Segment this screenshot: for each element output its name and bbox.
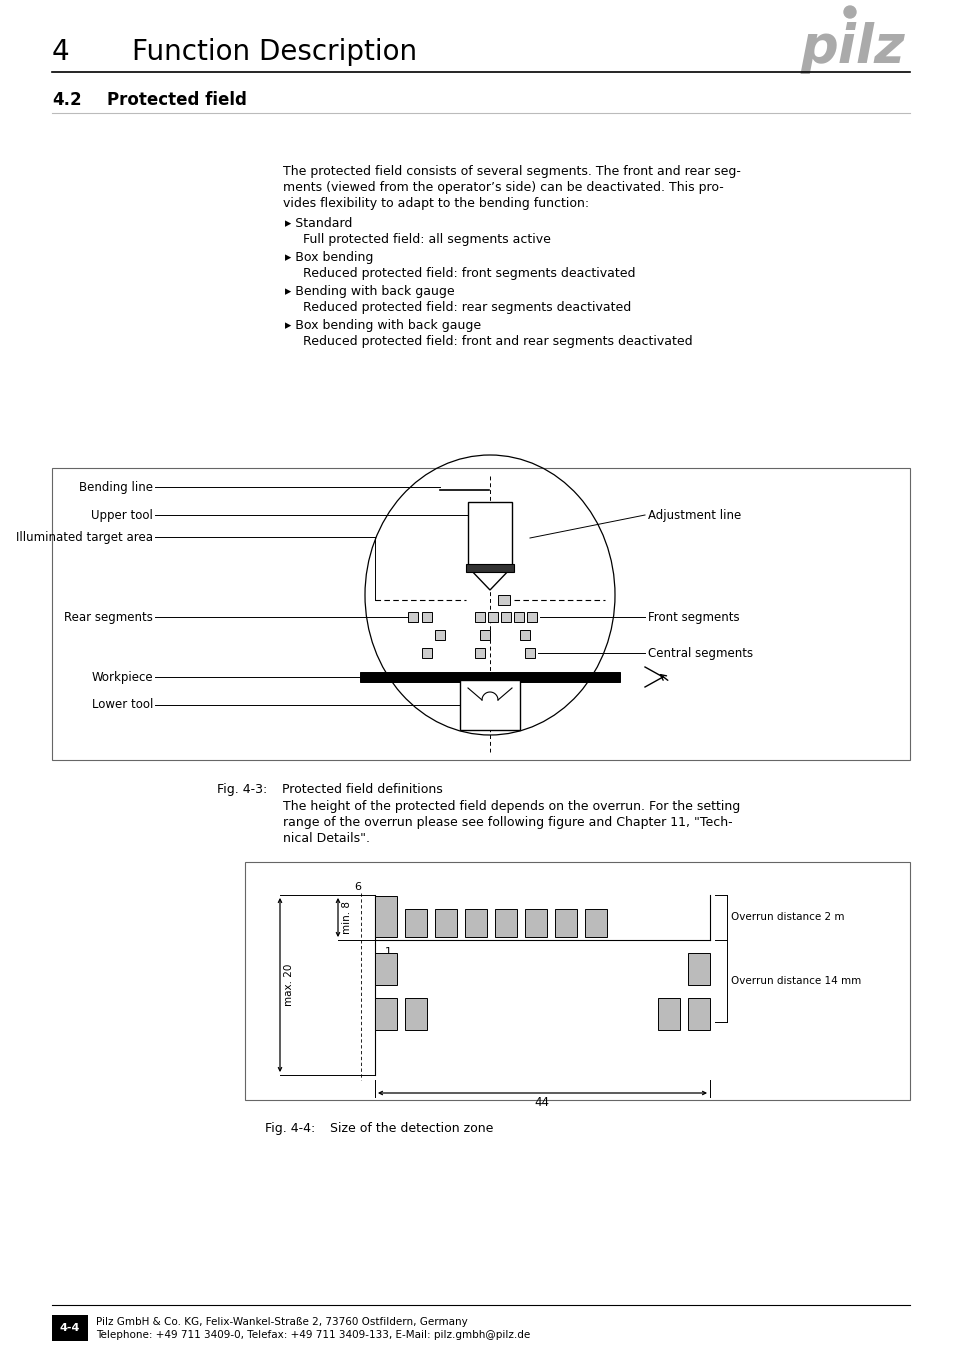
Bar [435, 909, 456, 937]
Bar [519, 630, 530, 640]
Text: Telephone: +49 711 3409-0, Telefax: +49 711 3409-133, E-Mail: pilz.gmbh@pilz.de: Telephone: +49 711 3409-0, Telefax: +49 … [96, 1330, 530, 1341]
Bar [375, 998, 396, 1030]
Bar [375, 896, 396, 937]
Text: Overrun distance 14 mm: Overrun distance 14 mm [730, 976, 861, 986]
Text: 44: 44 [534, 1096, 549, 1110]
Text: Full protected field: all segments active: Full protected field: all segments activ… [303, 234, 550, 246]
Bar [584, 909, 606, 937]
Text: Fig. 4-4:: Fig. 4-4: [265, 1122, 314, 1135]
Text: Fig. 4-3:: Fig. 4-3: [216, 783, 267, 796]
Text: pilz: pilz [800, 22, 904, 74]
Text: max. 20: max. 20 [284, 964, 294, 1006]
Text: Function Description: Function Description [132, 38, 416, 66]
Bar [468, 502, 512, 567]
Bar [459, 680, 519, 730]
Text: Size of the detection zone: Size of the detection zone [330, 1122, 493, 1135]
Text: Overrun distance 2 m: Overrun distance 2 m [730, 913, 843, 922]
Text: nical Details".: nical Details". [283, 832, 370, 845]
Text: 6: 6 [355, 882, 361, 892]
Text: Protected field: Protected field [107, 90, 247, 109]
Bar [245, 863, 909, 1100]
Text: ▸ Standard: ▸ Standard [285, 217, 352, 230]
Bar [524, 648, 535, 657]
Bar [405, 998, 427, 1030]
Text: Workpiece: Workpiece [91, 671, 152, 683]
Bar [526, 612, 537, 622]
Text: 4-4: 4-4 [60, 1323, 80, 1332]
Bar [514, 612, 523, 622]
Text: ▸ Box bending with back gauge: ▸ Box bending with back gauge [285, 319, 480, 332]
Bar [658, 998, 679, 1030]
Text: Protected field definitions: Protected field definitions [282, 783, 442, 796]
Text: 4: 4 [52, 38, 70, 66]
Bar [435, 630, 444, 640]
Bar [497, 595, 510, 605]
Bar [359, 672, 619, 682]
Text: Reduced protected field: front segments deactivated: Reduced protected field: front segments … [303, 267, 635, 279]
Text: 4.2: 4.2 [52, 90, 82, 109]
Bar [465, 564, 514, 572]
Bar [405, 909, 427, 937]
Text: Pilz GmbH & Co. KG, Felix-Wankel-Straße 2, 73760 Ostfildern, Germany: Pilz GmbH & Co. KG, Felix-Wankel-Straße … [96, 1318, 467, 1327]
Bar [475, 648, 484, 657]
Text: Adjustment line: Adjustment line [647, 509, 740, 521]
Text: 1: 1 [384, 946, 391, 957]
Bar [52, 1315, 88, 1341]
Text: range of the overrun please see following figure and Chapter 11, "Tech-: range of the overrun please see followin… [283, 815, 732, 829]
Circle shape [843, 5, 855, 18]
Bar [687, 998, 709, 1030]
Bar [687, 953, 709, 985]
Bar [408, 612, 417, 622]
Text: Lower tool: Lower tool [91, 698, 152, 711]
Text: vides flexibility to adapt to the bending function:: vides flexibility to adapt to the bendin… [283, 197, 589, 211]
Bar [500, 612, 511, 622]
Bar [555, 909, 577, 937]
Bar [375, 953, 396, 985]
Bar [475, 612, 484, 622]
Text: Illuminated target area: Illuminated target area [16, 531, 152, 544]
Text: Rear segments: Rear segments [64, 610, 152, 624]
Bar [464, 909, 486, 937]
Text: Upper tool: Upper tool [91, 509, 152, 521]
Polygon shape [468, 567, 512, 590]
Text: Front segments: Front segments [647, 610, 739, 624]
Text: ▸ Box bending: ▸ Box bending [285, 251, 373, 265]
Text: Bending line: Bending line [79, 481, 152, 494]
Text: Reduced protected field: front and rear segments deactivated: Reduced protected field: front and rear … [303, 335, 692, 348]
Bar [524, 909, 546, 937]
Bar [421, 612, 432, 622]
Text: The height of the protected field depends on the overrun. For the setting: The height of the protected field depend… [283, 801, 740, 813]
Text: Reduced protected field: rear segments deactivated: Reduced protected field: rear segments d… [303, 301, 631, 315]
Text: min. 8: min. 8 [341, 900, 352, 933]
Bar [52, 468, 909, 760]
Bar [488, 612, 497, 622]
Bar [421, 648, 432, 657]
Text: ments (viewed from the operator’s side) can be deactivated. This pro-: ments (viewed from the operator’s side) … [283, 181, 723, 194]
Text: The protected field consists of several segments. The front and rear seg-: The protected field consists of several … [283, 165, 740, 178]
Bar [479, 630, 490, 640]
Text: ▸ Bending with back gauge: ▸ Bending with back gauge [285, 285, 455, 298]
Bar [495, 909, 517, 937]
Text: Central segments: Central segments [647, 647, 752, 660]
